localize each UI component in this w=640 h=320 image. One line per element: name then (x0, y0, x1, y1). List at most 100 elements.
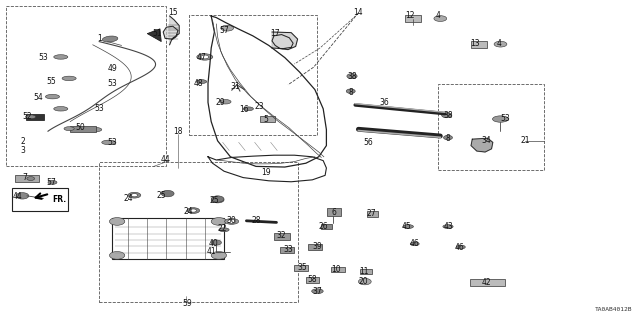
Circle shape (444, 135, 452, 140)
Text: 50: 50 (75, 124, 85, 132)
Text: 38: 38 (347, 72, 357, 81)
Text: 8: 8 (445, 134, 451, 143)
Ellipse shape (45, 94, 60, 99)
Circle shape (214, 198, 221, 202)
Text: 6: 6 (332, 208, 337, 217)
Bar (26, 114, 44, 120)
Text: 24: 24 (123, 194, 133, 203)
Circle shape (211, 252, 227, 259)
Text: 5: 5 (263, 115, 268, 124)
Ellipse shape (403, 225, 413, 228)
Text: 38: 38 (443, 111, 453, 120)
Ellipse shape (64, 127, 74, 131)
Bar (99, 162, 298, 302)
Text: 31: 31 (230, 82, 241, 91)
Text: 53: 53 (94, 104, 104, 113)
Ellipse shape (219, 228, 229, 232)
Bar (327, 208, 341, 216)
Text: 7: 7 (22, 173, 27, 182)
Text: 57: 57 (46, 178, 56, 187)
Bar (260, 116, 275, 122)
Circle shape (211, 240, 221, 245)
Text: 41: 41 (206, 247, 216, 256)
Text: 27: 27 (366, 209, 376, 218)
Bar (321, 224, 332, 229)
Circle shape (358, 278, 371, 285)
Text: 14: 14 (353, 8, 364, 17)
Ellipse shape (187, 208, 200, 213)
Text: 25: 25 (209, 196, 220, 205)
Text: 45: 45 (401, 222, 412, 231)
Ellipse shape (493, 116, 509, 122)
Ellipse shape (410, 242, 419, 246)
Circle shape (16, 193, 29, 199)
Bar (6, 6, 166, 166)
Text: 4: 4 (497, 39, 502, 48)
Ellipse shape (225, 219, 239, 224)
Circle shape (346, 89, 355, 93)
Text: 51: 51 (152, 29, 162, 38)
Text: 33: 33 (283, 245, 293, 254)
Text: 15: 15 (168, 8, 178, 17)
Text: 19: 19 (260, 168, 271, 177)
Text: 11: 11 (359, 267, 368, 276)
Circle shape (442, 113, 452, 118)
Text: 35: 35 (297, 263, 307, 272)
Text: 57: 57 (219, 26, 229, 35)
Circle shape (131, 194, 138, 197)
Text: 47: 47 (196, 53, 207, 62)
Text: 29: 29 (216, 98, 226, 107)
Text: 46: 46 (410, 239, 420, 248)
Polygon shape (147, 29, 161, 42)
Text: 1: 1 (97, 34, 102, 43)
Ellipse shape (196, 80, 207, 84)
Text: 24: 24 (184, 207, 194, 216)
Text: 53: 53 (107, 138, 117, 147)
Ellipse shape (128, 192, 141, 198)
Ellipse shape (443, 225, 453, 228)
Text: 59: 59 (182, 300, 192, 308)
Text: 48: 48 (193, 79, 204, 88)
Circle shape (347, 74, 357, 79)
Bar (471, 41, 487, 48)
Ellipse shape (102, 36, 118, 42)
Ellipse shape (220, 100, 231, 104)
Text: 49: 49 (107, 64, 117, 73)
Ellipse shape (221, 25, 234, 31)
Circle shape (211, 218, 227, 225)
Bar (15, 175, 39, 182)
Bar (405, 15, 421, 22)
Text: 17: 17 (270, 29, 280, 38)
Text: 37: 37 (312, 287, 323, 296)
Circle shape (109, 218, 125, 225)
Text: 34: 34 (481, 136, 492, 145)
Ellipse shape (494, 41, 507, 47)
Ellipse shape (62, 76, 76, 81)
Text: 55: 55 (46, 77, 56, 86)
Bar (367, 211, 378, 217)
Text: 21: 21 (520, 136, 529, 145)
Text: FR.: FR. (52, 195, 67, 204)
Text: 2: 2 (20, 137, 25, 146)
Text: 26: 26 (318, 222, 328, 231)
Ellipse shape (48, 180, 57, 184)
Ellipse shape (88, 127, 102, 132)
Bar (306, 277, 319, 283)
Text: 53: 53 (107, 79, 117, 88)
Text: TA0AB4012B: TA0AB4012B (595, 307, 632, 312)
Text: 53: 53 (38, 53, 49, 62)
Text: 8: 8 (348, 88, 353, 97)
Text: 58: 58 (307, 276, 317, 284)
Polygon shape (471, 138, 493, 152)
Bar (308, 244, 322, 250)
Text: 44: 44 (160, 156, 170, 164)
Bar (470, 279, 506, 286)
Ellipse shape (312, 289, 323, 294)
Circle shape (201, 55, 209, 59)
Text: 10: 10 (331, 265, 341, 274)
Circle shape (27, 177, 35, 180)
Ellipse shape (243, 107, 253, 111)
Bar (70, 126, 96, 132)
Text: 28: 28 (252, 216, 260, 225)
Text: 32: 32 (276, 231, 287, 240)
